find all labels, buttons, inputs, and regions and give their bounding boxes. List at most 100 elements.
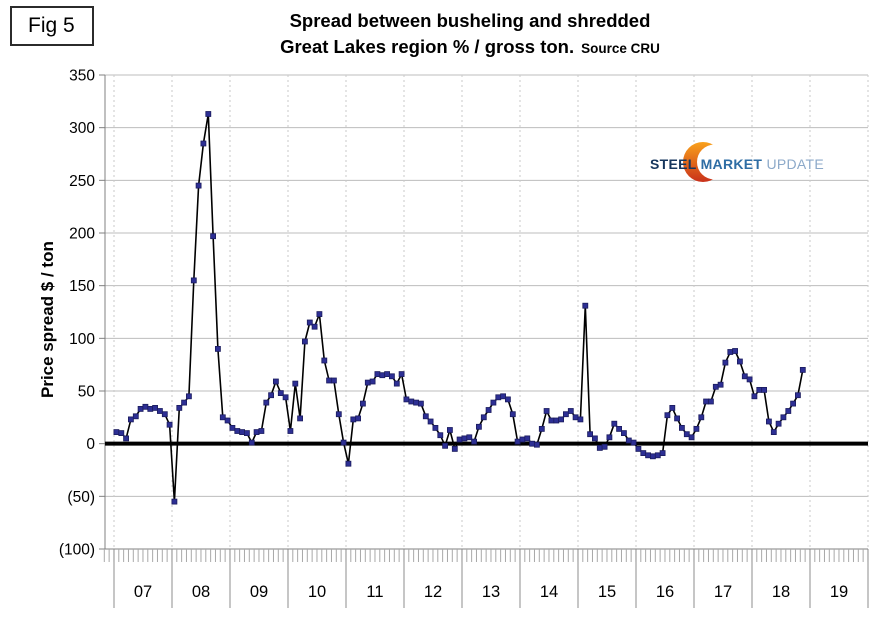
- data-point-marker: [413, 399, 420, 406]
- logo-word-steel: STEEL: [650, 156, 697, 172]
- data-point-marker: [727, 349, 734, 355]
- data-point-marker: [708, 398, 714, 405]
- data-point-marker: [127, 416, 134, 423]
- data-point-marker: [268, 392, 275, 399]
- data-point-marker: [553, 417, 560, 424]
- logo-crescent-icon: [683, 142, 723, 182]
- figure-label-box: Fig 5: [10, 6, 94, 46]
- data-point-marker: [306, 319, 313, 326]
- data-point-marker: [437, 432, 444, 439]
- data-point-marker: [780, 414, 787, 421]
- data-point-marker: [674, 415, 680, 422]
- data-point-marker: [350, 416, 357, 423]
- y-tick-label: 250: [69, 173, 95, 190]
- data-point-marker: [364, 379, 371, 386]
- data-point-marker: [698, 414, 705, 421]
- data-point-marker: [582, 302, 589, 309]
- data-point-marker: [688, 434, 695, 441]
- data-point-marker: [451, 445, 458, 452]
- data-point-marker: [417, 400, 424, 407]
- chart-title: Spread between busheling and shredded Gr…: [105, 8, 835, 62]
- data-point-marker: [205, 111, 212, 117]
- data-point-marker: [504, 396, 511, 403]
- data-point-marker: [243, 430, 250, 437]
- data-point-marker: [756, 386, 763, 393]
- data-point-marker: [408, 398, 415, 405]
- x-year-label: 09: [250, 583, 268, 601]
- chart-horizontal-gridlines: [105, 74, 868, 497]
- data-point-marker: [572, 414, 579, 421]
- data-point-marker: [703, 398, 709, 405]
- data-point-marker: [137, 405, 144, 412]
- data-point-marker: [746, 376, 753, 383]
- y-tick-label: 150: [69, 278, 95, 295]
- data-point-marker: [717, 381, 724, 388]
- data-point-marker: [587, 431, 593, 438]
- data-point-marker: [195, 182, 202, 189]
- data-point-marker: [790, 400, 796, 407]
- chart-title-line2: Great Lakes region % / gross ton. Source …: [280, 36, 660, 57]
- data-point-marker: [321, 357, 328, 364]
- data-point-marker: [345, 460, 352, 467]
- data-point-marker: [214, 345, 221, 352]
- data-point-marker: [538, 425, 545, 432]
- data-point-marker: [645, 452, 651, 459]
- data-point-marker: [330, 377, 337, 384]
- data-point-marker: [543, 408, 550, 414]
- data-point-marker: [770, 429, 777, 436]
- data-point-marker: [664, 412, 671, 419]
- data-point-marker: [737, 358, 743, 365]
- y-tick-label: 200: [69, 226, 95, 243]
- data-point-marker: [176, 404, 183, 411]
- y-tick-label: 350: [69, 68, 95, 85]
- logo-word-update: UPDATE: [766, 156, 825, 172]
- data-point-marker: [722, 359, 729, 366]
- chart-y-ticks: 350 300 250 200 150 100 50 0 (50) (100): [59, 68, 105, 559]
- steel-market-update-logo: STEEL MARKET UPDATE: [645, 136, 824, 188]
- data-point-marker: [219, 414, 226, 421]
- data-point-marker: [596, 444, 603, 451]
- data-point-marker: [258, 428, 265, 434]
- data-point-marker: [190, 277, 197, 284]
- data-point-marker: [514, 438, 521, 445]
- data-point-marker: [234, 428, 241, 434]
- data-point-marker: [340, 439, 347, 446]
- data-point-marker: [277, 390, 284, 397]
- data-point-marker: [490, 399, 497, 406]
- data-point-marker: [548, 417, 555, 424]
- figure-label: Fig 5: [28, 14, 75, 37]
- data-point-marker: [316, 311, 323, 318]
- data-point-marker: [181, 399, 188, 406]
- data-point-marker: [519, 436, 526, 443]
- data-point-marker: [495, 394, 502, 401]
- data-point-marker: [630, 439, 637, 446]
- data-point-marker: [654, 452, 661, 459]
- data-point-marker: [529, 440, 535, 447]
- data-point-marker: [142, 403, 149, 410]
- data-point-marker: [635, 445, 642, 452]
- data-point-marker: [475, 423, 482, 430]
- y-tick-label: 300: [69, 120, 95, 137]
- data-point-marker: [611, 420, 618, 427]
- data-point-marker: [640, 450, 647, 457]
- x-year-label: 13: [482, 583, 500, 601]
- data-point-marker: [795, 392, 801, 399]
- x-year-label: 16: [656, 583, 674, 601]
- data-point-marker: [567, 408, 574, 414]
- x-year-label: 11: [366, 583, 383, 601]
- data-point-marker: [359, 400, 366, 407]
- chart-title-line1: Spread between busheling and shredded: [289, 10, 651, 31]
- data-point-marker: [292, 380, 299, 387]
- data-point-marker: [616, 425, 622, 432]
- data-point-marker: [248, 439, 255, 446]
- x-year-label: 15: [598, 583, 616, 601]
- data-point-marker: [679, 424, 685, 431]
- data-point-marker: [200, 140, 207, 147]
- data-point-marker: [683, 431, 690, 438]
- data-point-marker: [355, 415, 362, 422]
- data-point-marker: [422, 413, 429, 420]
- data-point-marker: [775, 420, 782, 427]
- data-point-marker: [446, 427, 453, 433]
